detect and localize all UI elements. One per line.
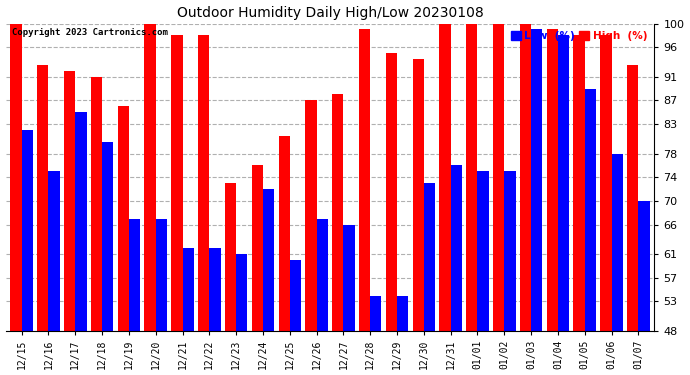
Title: Outdoor Humidity Daily High/Low 20230108: Outdoor Humidity Daily High/Low 20230108 <box>177 6 484 20</box>
Bar <box>225 183 236 331</box>
Bar <box>386 53 397 331</box>
Bar <box>477 171 489 331</box>
Bar <box>344 225 355 331</box>
Bar <box>413 59 424 331</box>
Bar <box>156 219 167 331</box>
Bar <box>440 24 451 331</box>
Bar <box>171 35 183 331</box>
Bar <box>451 165 462 331</box>
Bar <box>627 65 638 331</box>
Bar <box>10 24 21 331</box>
Bar <box>75 112 86 331</box>
Bar <box>263 189 274 331</box>
Bar <box>290 260 301 331</box>
Bar <box>198 35 209 331</box>
Bar <box>129 219 140 331</box>
Bar <box>520 24 531 331</box>
Bar <box>64 71 75 331</box>
Text: Copyright 2023 Cartronics.com: Copyright 2023 Cartronics.com <box>12 28 168 37</box>
Bar <box>504 171 515 331</box>
Bar <box>117 106 129 331</box>
Bar <box>91 77 102 331</box>
Bar <box>305 100 317 331</box>
Bar <box>332 94 344 331</box>
Bar <box>573 35 584 331</box>
Bar <box>37 65 48 331</box>
Bar <box>102 142 113 331</box>
Bar <box>359 29 371 331</box>
Bar <box>183 248 194 331</box>
Bar <box>279 136 290 331</box>
Legend: Low  (%), High  (%): Low (%), High (%) <box>509 29 649 43</box>
Bar <box>638 201 649 331</box>
Bar <box>317 219 328 331</box>
Bar <box>21 130 33 331</box>
Bar <box>600 35 611 331</box>
Bar <box>236 254 248 331</box>
Bar <box>584 88 596 331</box>
Bar <box>493 24 504 331</box>
Bar <box>252 165 263 331</box>
Bar <box>531 29 542 331</box>
Bar <box>424 183 435 331</box>
Bar <box>546 29 558 331</box>
Bar <box>144 18 156 331</box>
Bar <box>209 248 221 331</box>
Bar <box>397 296 408 331</box>
Bar <box>466 24 477 331</box>
Bar <box>371 296 382 331</box>
Bar <box>48 171 60 331</box>
Bar <box>611 154 623 331</box>
Bar <box>558 35 569 331</box>
